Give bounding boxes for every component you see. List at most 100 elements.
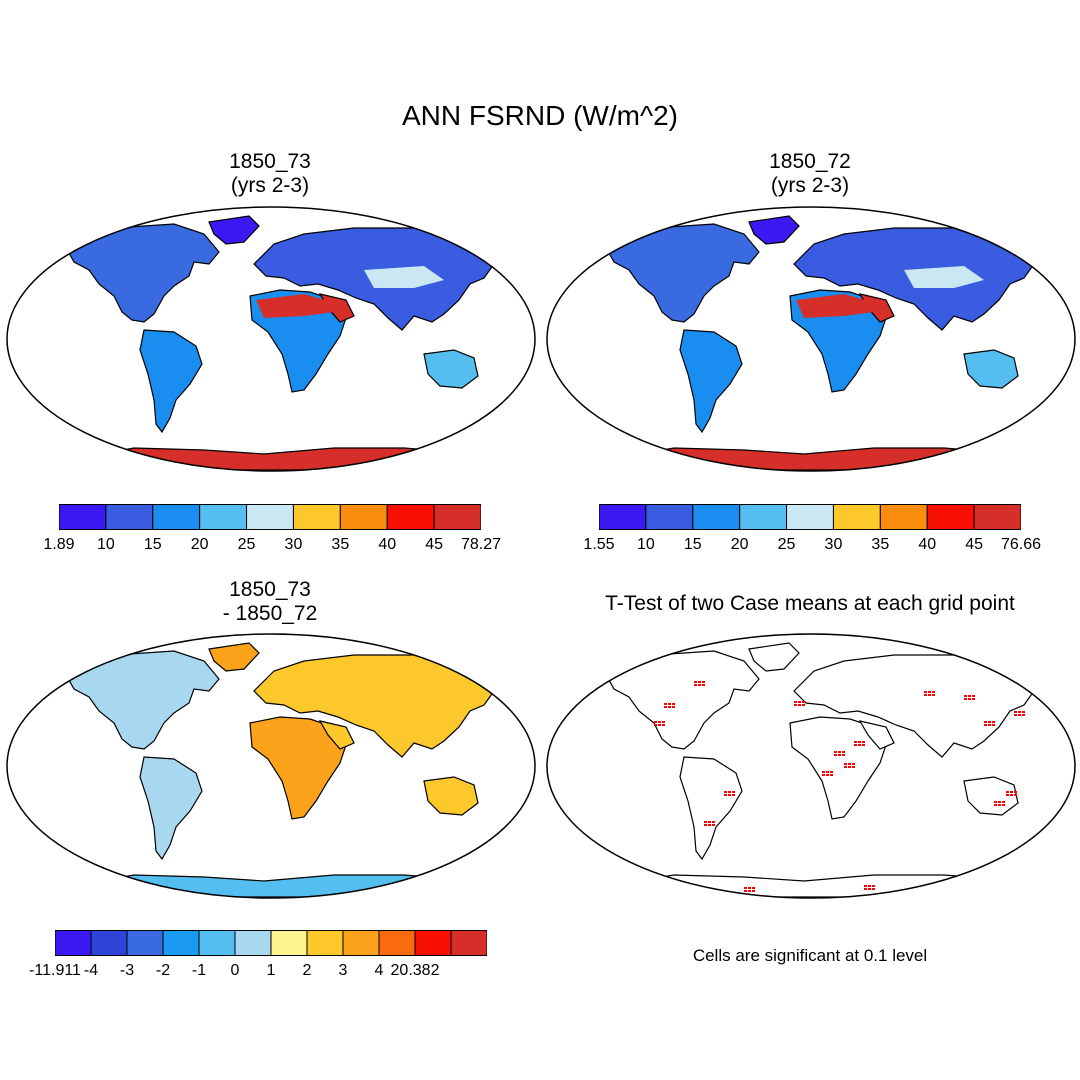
significant-cell (1002, 804, 1005, 806)
significant-cell (748, 887, 751, 889)
significant-cell (964, 695, 967, 697)
significant-cell (802, 701, 805, 703)
colorbar-swatch (90, 930, 128, 956)
significant-cell (728, 791, 731, 793)
land-africa (249, 716, 347, 820)
colorbar-swatch (306, 930, 344, 956)
land-greenland (208, 642, 260, 672)
colorbar-tick-label: 20.382 (390, 962, 440, 979)
land-arabia (858, 720, 895, 750)
significant-cell (834, 751, 837, 753)
significant-cell (794, 701, 797, 703)
significant-cell (964, 698, 967, 700)
map-border (546, 633, 1076, 899)
colorbar-tick-label: 20 (730, 536, 749, 553)
significant-cell (732, 794, 735, 796)
land-southAmerica (139, 756, 203, 861)
colorbar-swatch (692, 504, 741, 530)
colorbar-swatch (832, 504, 881, 530)
significant-cell (984, 721, 987, 723)
colorbar-tick-label: 30 (824, 536, 843, 553)
significant-cell (988, 724, 991, 726)
map-top-left (6, 206, 536, 472)
colorbar-labels-top-left: 1.89 10 15 20 25 30 35 40 45 78.27 (43, 536, 501, 556)
significant-cell (862, 744, 865, 746)
significant-cell (932, 691, 935, 693)
significant-cell (694, 681, 697, 683)
significant-cell (844, 766, 847, 768)
colorbar-tick-label: 76.66 (1000, 536, 1042, 553)
significant-cell (994, 801, 997, 803)
significant-cell (672, 706, 675, 708)
land-southAmerica (139, 329, 203, 434)
significant-cell (658, 724, 661, 726)
significant-cell (834, 754, 837, 756)
significant-cell (712, 824, 715, 826)
significant-cell (694, 684, 697, 686)
significant-cell (662, 721, 665, 723)
colorbar-swatch (342, 930, 380, 956)
map-top-right (546, 206, 1076, 472)
land-northAmerica (63, 650, 220, 750)
colorbar-swatch (246, 504, 294, 530)
colorbar-tick-label: 78.27 (460, 536, 502, 553)
colorbar-tick-label: 25 (237, 536, 256, 553)
colorbar-swatch (739, 504, 788, 530)
significant-cell (928, 694, 931, 696)
colorbar-swatch (162, 930, 200, 956)
significant-cell (988, 721, 991, 723)
significant-cell (702, 681, 705, 683)
map-border (6, 206, 536, 472)
land-northAmerica (603, 223, 760, 323)
significant-cell (928, 691, 931, 693)
significant-cell (842, 751, 845, 753)
significant-cell (1006, 794, 1009, 796)
colorbar-tick-label: 3 (338, 962, 348, 979)
colorbar-swatch (973, 504, 1021, 530)
significant-cell (698, 681, 701, 683)
colorbar-tick-label: 25 (777, 536, 796, 553)
colorbar-tick-label: 30 (284, 536, 303, 553)
significant-cell (702, 684, 705, 686)
colorbar-tick-label: 1.55 (583, 536, 615, 553)
significant-cell (732, 791, 735, 793)
land-greenland (748, 642, 800, 672)
significant-cell (998, 801, 1001, 803)
land-australia (963, 349, 1019, 389)
significant-cell (826, 774, 829, 776)
significant-cell (1022, 714, 1025, 716)
colorbar-swatch (59, 504, 107, 530)
colorbar-tick-label: 45 (425, 536, 444, 553)
significant-cell (822, 774, 825, 776)
significant-cell (864, 885, 867, 887)
pale-region (904, 266, 984, 288)
panel-title-top-left: 1850_73 (yrs 2-3) (229, 150, 311, 197)
colorbar-tick-label: 40 (378, 536, 397, 553)
significant-cell (802, 704, 805, 706)
significant-cell (924, 694, 927, 696)
colorbar-swatch (433, 504, 481, 530)
significant-cell (862, 741, 865, 743)
significant-cell (664, 703, 667, 705)
significant-cell (972, 695, 975, 697)
significant-cell (992, 724, 995, 726)
significant-cell (744, 890, 747, 892)
significant-cell (672, 703, 675, 705)
land-greenland (748, 215, 800, 245)
significant-cell (858, 741, 861, 743)
significant-cell (830, 771, 833, 773)
colorbar-tick-label: -1 (191, 962, 207, 979)
significant-cell (1014, 711, 1017, 713)
significant-cell (704, 821, 707, 823)
significant-cell (838, 754, 841, 756)
colorbar-swatch (126, 930, 164, 956)
map-border (6, 633, 536, 899)
colorbar-swatch (450, 930, 487, 956)
significant-cell (968, 695, 971, 697)
colorbar-swatch (386, 504, 435, 530)
significant-cell (1014, 714, 1017, 716)
colorbar-tick-label: -11.911 (29, 962, 81, 979)
colorbar-tick-label: 0 (230, 962, 240, 979)
land-northAmerica (603, 650, 760, 750)
significant-cell (968, 698, 971, 700)
